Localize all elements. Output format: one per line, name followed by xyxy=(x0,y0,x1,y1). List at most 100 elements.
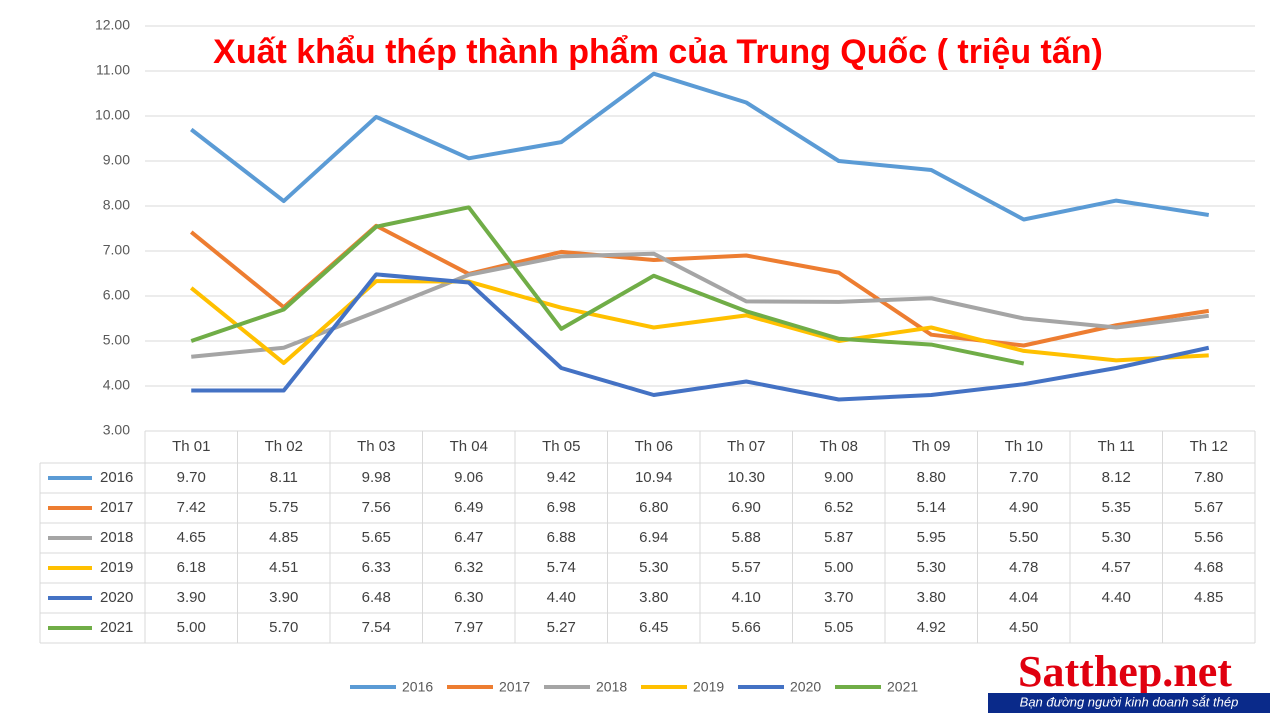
table-value: 5.00 xyxy=(824,559,853,576)
legend-label: 2019 xyxy=(693,679,724,695)
x-tick-label: Th 10 xyxy=(1005,438,1043,455)
x-tick-label: Th 11 xyxy=(1098,438,1135,455)
table-value: 5.88 xyxy=(732,529,761,546)
legend-label: 2018 xyxy=(596,679,627,695)
y-tick-label: 10.00 xyxy=(95,107,130,123)
table-value: 10.30 xyxy=(727,469,765,486)
chart-title: Xuất khẩu thép thành phẩm của Trung Quốc… xyxy=(213,33,1103,71)
table-value: 3.80 xyxy=(639,589,668,606)
table-value: 9.70 xyxy=(177,469,206,486)
table-value: 9.98 xyxy=(362,469,391,486)
table-value: 3.70 xyxy=(824,589,853,606)
y-tick-label: 5.00 xyxy=(103,332,130,348)
table-value: 5.87 xyxy=(824,529,853,546)
table-value: 6.47 xyxy=(454,529,483,546)
x-tick-label: Th 04 xyxy=(450,438,488,455)
table-value: 5.65 xyxy=(362,529,391,546)
table-value: 6.48 xyxy=(362,589,391,606)
legend-label: 2021 xyxy=(887,679,918,695)
table-value: 4.04 xyxy=(1009,589,1038,606)
table-value: 9.00 xyxy=(824,469,853,486)
y-tick-label: 7.00 xyxy=(103,242,130,258)
table-value: 5.50 xyxy=(1009,529,1038,546)
y-tick-label: 8.00 xyxy=(103,197,130,213)
table-value: 6.98 xyxy=(547,499,576,516)
x-tick-label: Th 07 xyxy=(727,438,765,455)
table-value: 5.30 xyxy=(917,559,946,576)
table-value: 6.45 xyxy=(639,619,668,636)
table-value: 6.94 xyxy=(639,529,668,546)
logo-name: Satthep.net xyxy=(1018,647,1232,696)
table-value: 7.42 xyxy=(177,499,206,516)
table-row-label: 2018 xyxy=(100,529,133,546)
table-value: 4.68 xyxy=(1194,559,1223,576)
table-value: 5.70 xyxy=(269,619,298,636)
table-value: 5.14 xyxy=(917,499,946,516)
series-line xyxy=(191,251,1210,359)
table-value: 3.90 xyxy=(177,589,206,606)
table-value: 6.52 xyxy=(824,499,853,516)
table-value: 5.75 xyxy=(269,499,298,516)
table-value: 5.00 xyxy=(177,619,206,636)
table-value: 6.88 xyxy=(547,529,576,546)
x-tick-label: Th 09 xyxy=(912,438,950,455)
table-value: 5.67 xyxy=(1194,499,1223,516)
table-value: 6.32 xyxy=(454,559,483,576)
table-value: 7.70 xyxy=(1009,469,1038,486)
y-tick-label: 12.00 xyxy=(95,17,130,33)
x-tick-label: Th 01 xyxy=(172,438,210,455)
y-tick-label: 3.00 xyxy=(103,422,130,438)
x-tick-label: Th 06 xyxy=(635,438,673,455)
series-line xyxy=(189,223,1210,348)
table-row-label: 2017 xyxy=(100,499,133,516)
table-value: 4.51 xyxy=(269,559,298,576)
table-row-label: 2021 xyxy=(100,619,133,636)
table-value: 4.85 xyxy=(269,529,298,546)
table-value: 4.40 xyxy=(547,589,576,606)
table-value: 4.92 xyxy=(917,619,946,636)
table-value: 5.30 xyxy=(1102,529,1131,546)
y-tick-label: 11.00 xyxy=(96,62,130,78)
table-value: 4.85 xyxy=(1194,589,1223,606)
table-value: 5.05 xyxy=(824,619,853,636)
x-tick-label: Th 02 xyxy=(265,438,303,455)
table-value: 5.27 xyxy=(547,619,576,636)
table-value: 3.80 xyxy=(917,589,946,606)
table-row-label: 2019 xyxy=(100,559,133,576)
table-value: 4.50 xyxy=(1009,619,1038,636)
table-value: 4.10 xyxy=(732,589,761,606)
x-tick-label: Th 12 xyxy=(1190,438,1228,455)
legend-label: 2016 xyxy=(402,679,433,695)
table-value: 6.80 xyxy=(639,499,668,516)
table-value: 8.12 xyxy=(1102,469,1131,486)
table-value: 6.30 xyxy=(454,589,483,606)
table-value: 4.78 xyxy=(1009,559,1038,576)
table-row-label: 2016 xyxy=(100,469,133,486)
y-tick-label: 9.00 xyxy=(103,152,130,168)
table-value: 7.80 xyxy=(1194,469,1223,486)
table-value: 5.35 xyxy=(1102,499,1131,516)
table-value: 7.56 xyxy=(362,499,391,516)
series-line xyxy=(190,205,1025,366)
table-value: 6.90 xyxy=(732,499,761,516)
x-tick-label: Th 05 xyxy=(542,438,580,455)
table-value: 4.40 xyxy=(1102,589,1131,606)
table-value: 5.95 xyxy=(917,529,946,546)
logo-bar xyxy=(988,693,1270,713)
legend-label: 2017 xyxy=(499,679,530,695)
table-value: 6.49 xyxy=(454,499,483,516)
series-line xyxy=(190,71,1210,222)
table-value: 9.06 xyxy=(454,469,483,486)
table-value: 5.66 xyxy=(732,619,761,636)
y-tick-label: 4.00 xyxy=(103,377,130,393)
table-value: 10.94 xyxy=(635,469,673,486)
x-tick-label: Th 03 xyxy=(357,438,395,455)
table-value: 3.90 xyxy=(269,589,298,606)
table-value: 6.18 xyxy=(177,559,206,576)
x-tick-label: Th 08 xyxy=(820,438,858,455)
table-value: 5.30 xyxy=(639,559,668,576)
table-value: 7.54 xyxy=(362,619,391,636)
table-value: 7.97 xyxy=(454,619,483,636)
table-value: 5.57 xyxy=(732,559,761,576)
